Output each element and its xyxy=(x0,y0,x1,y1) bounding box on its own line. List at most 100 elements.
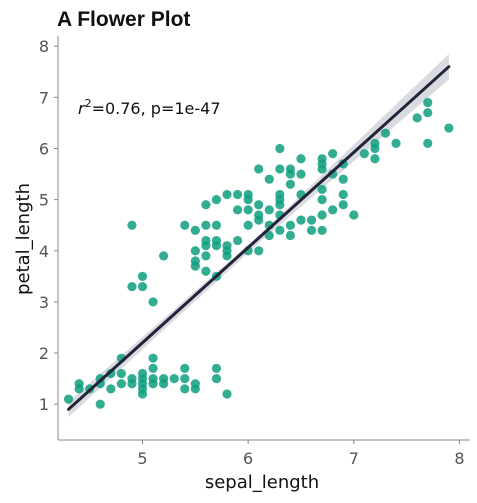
data-point xyxy=(338,200,348,210)
data-point xyxy=(222,389,232,399)
data-point xyxy=(137,271,148,281)
data-point xyxy=(317,154,327,164)
data-point xyxy=(349,210,359,220)
data-point xyxy=(423,138,433,148)
data-point xyxy=(211,195,222,205)
data-point xyxy=(116,379,126,389)
data-point xyxy=(211,363,222,374)
data-point xyxy=(285,230,296,241)
data-point xyxy=(232,205,243,215)
regression-line-layer xyxy=(67,65,451,411)
data-point xyxy=(296,154,306,164)
data-point xyxy=(370,154,380,164)
chart-title: A Flower Plot xyxy=(57,8,190,31)
x-axis-label: sepal_length xyxy=(205,472,319,493)
data-point xyxy=(232,235,243,246)
y-tick-label: 4 xyxy=(39,242,49,261)
data-point xyxy=(380,128,391,138)
data-point xyxy=(190,225,200,235)
data-point xyxy=(116,368,126,379)
data-point xyxy=(317,195,327,205)
data-point xyxy=(285,220,296,230)
data-point xyxy=(306,225,317,235)
data-point xyxy=(328,149,338,159)
data-point xyxy=(254,164,264,174)
data-point xyxy=(423,97,433,108)
data-point xyxy=(201,200,211,210)
data-point xyxy=(148,363,158,374)
data-point xyxy=(201,235,211,246)
data-point xyxy=(275,164,285,174)
data-point xyxy=(63,394,74,404)
data-point xyxy=(137,281,148,292)
data-point xyxy=(180,374,190,384)
y-tick-label: 8 xyxy=(39,37,49,56)
data-point xyxy=(222,241,232,251)
data-point xyxy=(296,169,306,179)
data-point xyxy=(180,384,190,394)
confidence-band xyxy=(68,53,449,417)
data-point xyxy=(275,143,285,154)
data-point xyxy=(243,189,253,200)
data-point xyxy=(159,374,169,384)
x-axis-ticks: 5 6 7 8 xyxy=(137,440,465,468)
y-axis-label: petal_length xyxy=(13,183,34,295)
data-point xyxy=(232,189,243,200)
data-point xyxy=(201,266,211,276)
regression-line xyxy=(67,65,451,411)
data-point xyxy=(444,123,454,133)
data-point xyxy=(137,368,148,379)
data-point xyxy=(306,215,317,225)
data-point xyxy=(211,374,222,384)
confidence-band-layer xyxy=(68,53,449,417)
y-tick-label: 2 xyxy=(39,344,49,363)
y-tick-label: 5 xyxy=(39,191,49,210)
data-point xyxy=(317,184,327,195)
data-point xyxy=(243,220,253,230)
x-tick-label: 7 xyxy=(349,449,359,468)
points-layer xyxy=(63,97,454,409)
data-point xyxy=(190,379,200,389)
fit-annotation: r2=0.76, p=1e-47 xyxy=(78,97,221,118)
data-point xyxy=(338,189,348,200)
data-point xyxy=(317,225,327,235)
data-point xyxy=(211,235,222,246)
data-point xyxy=(317,210,327,220)
data-point xyxy=(412,113,422,123)
y-tick-label: 6 xyxy=(39,140,49,159)
data-point xyxy=(169,374,179,384)
data-point xyxy=(190,256,200,266)
data-point xyxy=(285,164,296,174)
data-point xyxy=(391,138,401,148)
y-tick-label: 3 xyxy=(39,293,49,312)
data-point xyxy=(275,189,285,200)
fit-annotation-var: r xyxy=(78,99,86,118)
data-point xyxy=(338,174,348,184)
x-tick-label: 5 xyxy=(137,449,147,468)
data-point xyxy=(127,374,137,384)
data-point xyxy=(254,200,264,210)
data-point xyxy=(423,108,433,118)
data-point xyxy=(127,281,137,292)
data-point xyxy=(201,251,211,261)
data-point xyxy=(159,251,169,261)
data-point xyxy=(275,225,285,235)
data-point xyxy=(201,220,211,230)
fit-annotation-rest: =0.76, p=1e-47 xyxy=(92,99,221,118)
data-point xyxy=(106,384,116,394)
data-point xyxy=(264,174,274,184)
data-point xyxy=(148,297,158,307)
fit-annotation-sup: 2 xyxy=(85,97,92,110)
data-point xyxy=(285,179,296,189)
data-point xyxy=(254,246,264,256)
data-point xyxy=(148,353,158,363)
y-tick-label: 7 xyxy=(39,88,49,107)
data-point xyxy=(254,210,264,220)
data-point xyxy=(95,399,105,409)
data-point xyxy=(190,246,200,256)
data-point xyxy=(74,379,84,389)
x-tick-label: 8 xyxy=(454,449,464,468)
data-point xyxy=(180,363,190,374)
data-point xyxy=(180,220,190,230)
